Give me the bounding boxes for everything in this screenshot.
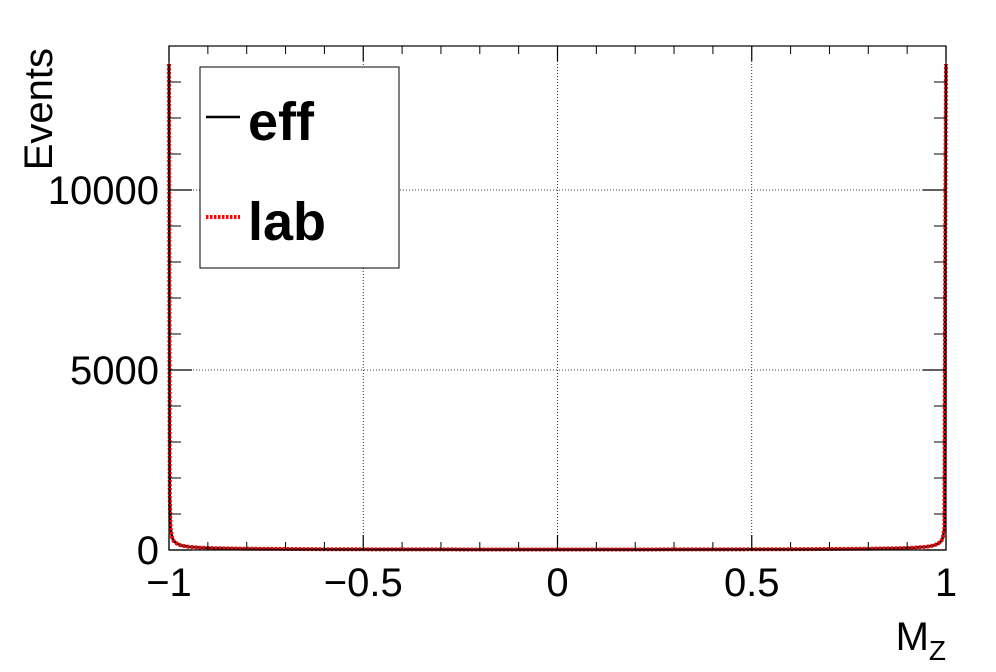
series-line-lab [167, 63, 948, 552]
x-tick-label: 1 [935, 561, 957, 605]
axis-ticks [168, 46, 947, 551]
y-tick-label: 5000 [70, 349, 159, 393]
x-axis-title-subscript: Z [929, 635, 946, 666]
y-axis-title: Events [17, 48, 61, 170]
x-tick-label: −1 [146, 561, 192, 605]
x-axis-title-main: M [896, 615, 929, 659]
y-tick-label: 0 [137, 529, 159, 573]
legend-box [199, 66, 400, 269]
y-tick-label: 10000 [48, 169, 159, 213]
x-axis-title: MZ [896, 615, 946, 666]
legend-label-lab: lab [248, 192, 326, 252]
legend-label-eff: eff [248, 92, 315, 152]
tick-labels: −1 −0.5 0 0.5 1 0 5000 10000 [48, 169, 957, 605]
x-tick-label: 0.5 [724, 561, 780, 605]
legend: eff lab [199, 66, 400, 269]
x-tick-label: −0.5 [324, 561, 403, 605]
x-tick-label: 0 [546, 561, 568, 605]
